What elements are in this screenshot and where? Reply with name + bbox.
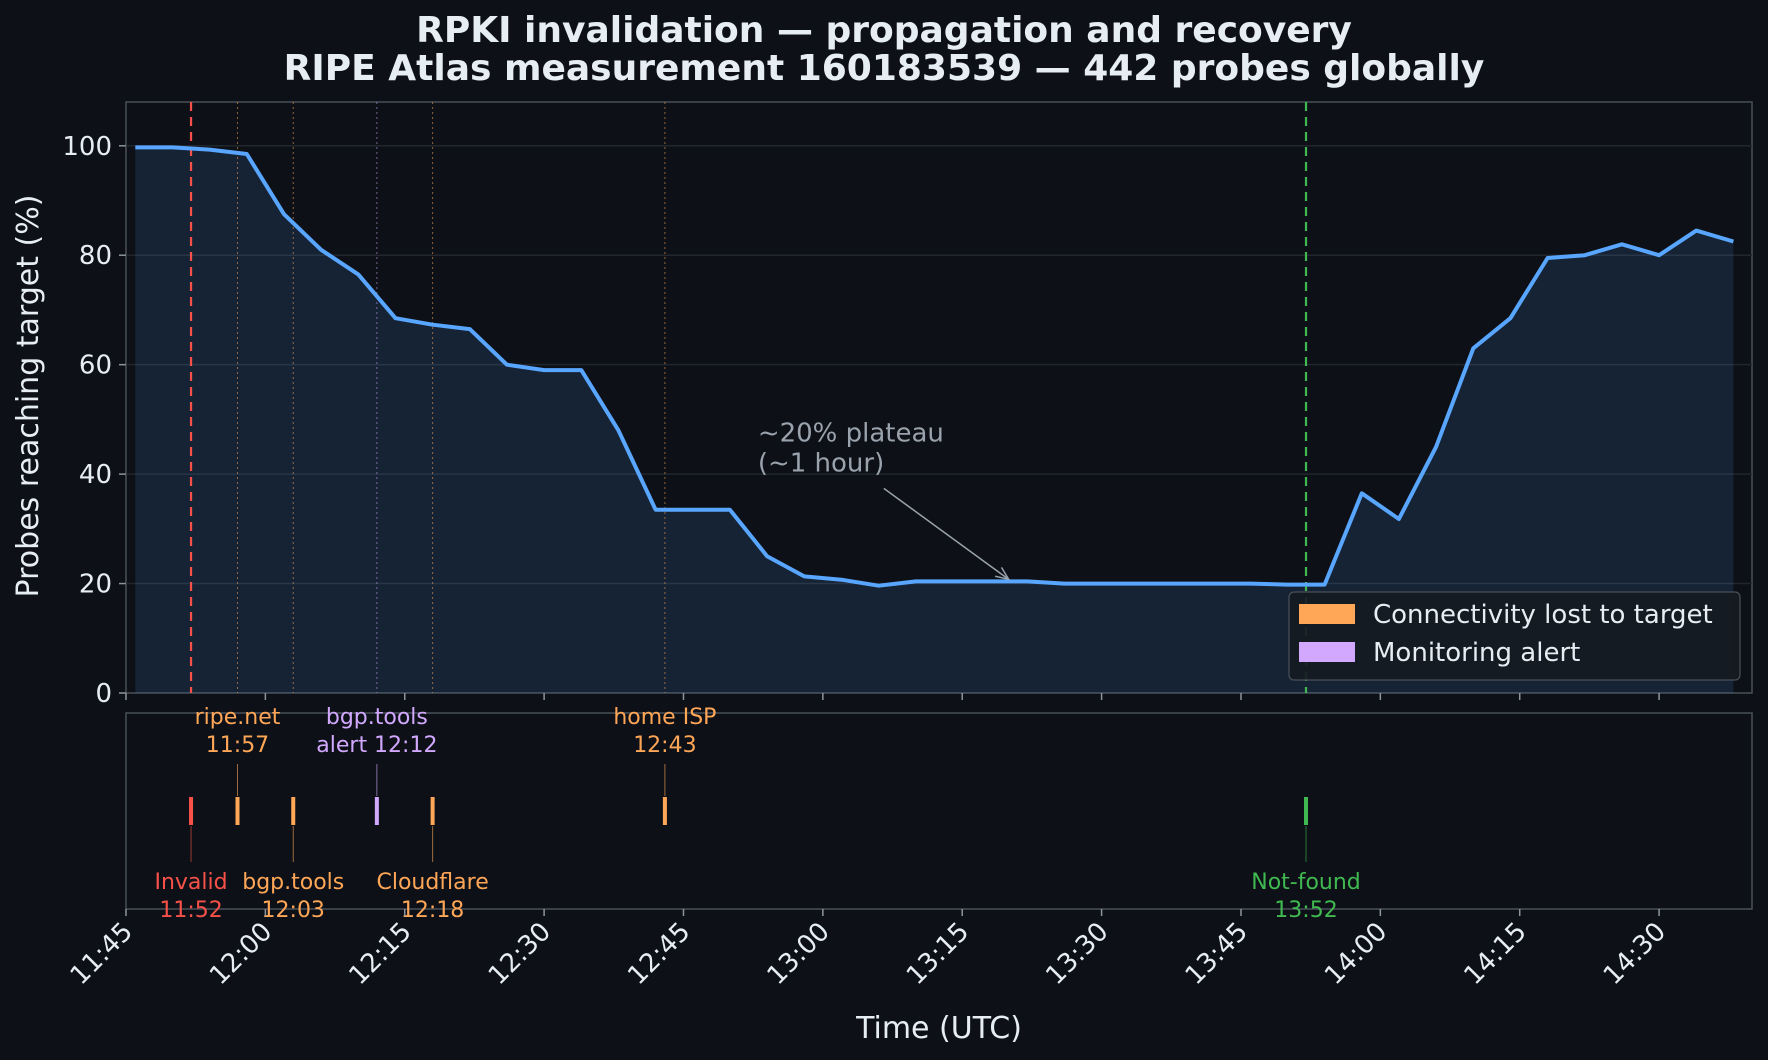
event-strip-frame: [125, 712, 1753, 910]
annotation-text-line1: ~20% plateau: [758, 418, 944, 448]
event-label-line2: alert 12:12: [316, 733, 437, 758]
y-axis-label: Probes reaching target (%): [11, 195, 46, 598]
y-tick-label: 0: [95, 679, 112, 709]
event-label-line2: 13:52: [1274, 898, 1337, 923]
event-label-line2: 11:52: [159, 898, 222, 923]
event-label-line2: 12:18: [401, 898, 464, 923]
event-label-line2: 12:03: [262, 898, 325, 923]
x-tick-label: 14:00: [1319, 917, 1393, 991]
y-tick-label: 40: [79, 460, 112, 490]
x-tick-label: 13:45: [1180, 917, 1254, 991]
legend-box: [1288, 591, 1741, 681]
series-line: [135, 145, 1734, 588]
x-tick-label: 13:30: [1040, 917, 1114, 991]
series-area: [135, 147, 1734, 693]
event-label-line1: bgp.tools: [326, 705, 428, 730]
x-axis-label: Time (UTC): [855, 1011, 1022, 1046]
x-tick-label: 13:00: [762, 917, 836, 991]
x-tick-label: 12:45: [622, 917, 696, 991]
event-label-line1: bgp.tools: [242, 870, 344, 895]
event-label-line2: 12:43: [633, 733, 696, 758]
y-tick-label: 20: [79, 570, 112, 600]
x-tick-label: 13:15: [901, 917, 975, 991]
event-label-line1: Invalid: [154, 870, 227, 895]
x-tick-label: 14:30: [1598, 917, 1672, 991]
x-tick-label: 14:15: [1458, 917, 1532, 991]
x-tick-label: 12:30: [483, 917, 557, 991]
x-tick-label: 12:15: [343, 917, 417, 991]
chart-title-line2: RIPE Atlas measurement 160183539 — 442 p…: [284, 48, 1485, 89]
event-label-line1: Not-found: [1251, 870, 1361, 895]
annotation-text-line2: (~1 hour): [758, 448, 884, 478]
y-tick-label: 100: [62, 132, 112, 162]
y-tick-label: 60: [79, 351, 112, 381]
y-tick-label: 80: [79, 241, 112, 271]
event-label-line2: 11:57: [206, 733, 269, 758]
legend-swatch: [1299, 604, 1355, 624]
event-label-line1: ripe.net: [195, 705, 281, 730]
annotation-arrow: [883, 487, 1010, 580]
event-label-line1: home ISP: [613, 705, 716, 730]
legend-label: Connectivity lost to target: [1373, 600, 1713, 630]
legend-swatch: [1299, 642, 1355, 662]
legend-label: Monitoring alert: [1373, 638, 1580, 668]
annotation-arrowhead: [994, 566, 1011, 581]
x-tick-label: 11:45: [65, 917, 139, 991]
event-label-line1: Cloudflare: [376, 870, 488, 895]
x-tick-label: 12:00: [204, 917, 278, 991]
chart-title-line1: RPKI invalidation — propagation and reco…: [416, 10, 1352, 51]
